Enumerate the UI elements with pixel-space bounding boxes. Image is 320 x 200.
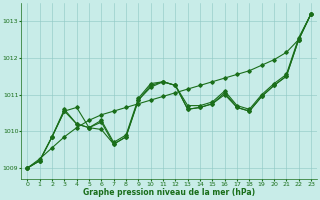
X-axis label: Graphe pression niveau de la mer (hPa): Graphe pression niveau de la mer (hPa) xyxy=(83,188,255,197)
